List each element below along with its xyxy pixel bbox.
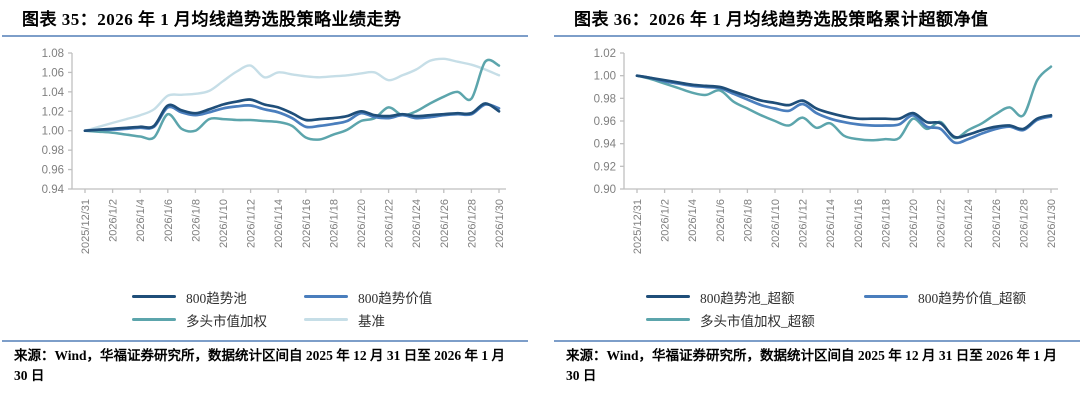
y-axis-tick-label: 1.02 bbox=[594, 48, 616, 60]
y-axis-tick-label: 0.96 bbox=[594, 116, 616, 128]
x-axis-tick-label: 2025/12/31 bbox=[632, 199, 644, 254]
x-axis-tick-label: 2026/1/8 bbox=[190, 199, 202, 242]
source-note: 来源：Wind，华福证券研究所，数据统计区间自 2025 年 12 月 31 日… bbox=[2, 340, 528, 385]
figure-36-chart-box: 0.90 0.92 0.94 0.96 0.98 1.00 1.02 2025/12/31 20… bbox=[554, 43, 1080, 284]
x-axis-tick-label: 2026/1/14 bbox=[273, 199, 285, 248]
x-axis-tick-label: 2026/1/10 bbox=[770, 199, 782, 248]
x-axis-tick-label: 2026/1/18 bbox=[328, 199, 340, 248]
x-axis-tick-label: 2026/1/8 bbox=[742, 199, 754, 242]
x-axis-tick-label: 2025/12/31 bbox=[80, 199, 92, 254]
y-axis-tick-label: 1.04 bbox=[42, 87, 65, 99]
y-axis-tick-label: 1.00 bbox=[42, 126, 64, 138]
report-figures-row: 图表 35：2026 年 1 月均线趋势选股策略业绩走势 0.94 0.96 0.9… bbox=[2, 2, 1080, 385]
x-axis-tick-label: 2026/1/26 bbox=[991, 199, 1003, 248]
x-axis-tick-label: 2026/1/4 bbox=[687, 199, 699, 242]
x-axis-tick-label: 2026/1/6 bbox=[163, 199, 175, 242]
legend-swatch bbox=[646, 295, 690, 298]
chart-legend: 800趋势池_超额 800趋势价值_超额多头市值加权_超额 bbox=[646, 286, 1080, 330]
y-axis-tick-label: 0.92 bbox=[594, 161, 616, 173]
series-line-基准 bbox=[83, 57, 501, 132]
y-axis-tick-label: 0.98 bbox=[42, 145, 64, 157]
x-axis-tick-label: 2026/1/4 bbox=[135, 199, 147, 242]
x-axis-tick-label: 2026/1/2 bbox=[660, 199, 672, 242]
x-axis-tick-label: 2026/1/24 bbox=[963, 199, 975, 248]
figure-35-panel: 图表 35：2026 年 1 月均线趋势选股策略业绩走势 0.94 0.96 0.9… bbox=[2, 2, 528, 385]
title-rule bbox=[2, 35, 528, 37]
x-axis-tick-label: 2026/1/20 bbox=[356, 199, 368, 248]
legend-label: 基准 bbox=[358, 313, 385, 329]
legend-label: 800趋势池 bbox=[186, 290, 247, 306]
x-axis-tick-label: 2026/1/20 bbox=[908, 199, 920, 248]
legend-item: 800趋势池_超额 bbox=[646, 286, 864, 307]
x-axis-tick-label: 2026/1/10 bbox=[218, 199, 230, 248]
legend-item: 基准 bbox=[304, 309, 528, 330]
x-axis-tick-label: 2026/1/30 bbox=[1046, 199, 1058, 248]
line-chart-performance: 0.94 0.96 0.98 1.00 1.02 1.04 1.06 1.08 2025/12/… bbox=[42, 48, 506, 254]
figure-35-chart-box: 0.94 0.96 0.98 1.00 1.02 1.04 1.06 1.08 2025/12/… bbox=[2, 43, 528, 284]
y-axis-tick-label: 1.08 bbox=[42, 48, 64, 60]
series-line-多头市值加权_超额 bbox=[635, 65, 1053, 142]
x-axis-tick-label: 2026/1/6 bbox=[715, 199, 727, 242]
series-line-多头市值加权 bbox=[83, 58, 501, 141]
legend-item: 800趋势价值_超额 bbox=[864, 286, 1080, 307]
x-axis-tick-label: 2026/1/28 bbox=[1018, 199, 1030, 248]
x-axis-tick-label: 2026/1/26 bbox=[439, 199, 451, 248]
legend-swatch bbox=[132, 318, 176, 321]
y-axis-tick-label: 1.06 bbox=[42, 67, 64, 79]
x-axis-tick-label: 2026/1/18 bbox=[880, 199, 892, 248]
y-axis-tick-label: 0.98 bbox=[594, 93, 616, 105]
legend-label: 多头市值加权 bbox=[186, 313, 267, 329]
legend-label: 800趋势价值 bbox=[358, 290, 433, 306]
x-axis-tick-label: 2026/1/12 bbox=[246, 199, 258, 248]
series-line-800趋势池_超额 bbox=[635, 74, 1053, 139]
chart-legend: 800趋势池 800趋势价值多头市值加权 基准 bbox=[132, 286, 528, 330]
series-line-800趋势池 bbox=[83, 98, 501, 133]
x-axis-tick-label: 2026/1/22 bbox=[384, 199, 396, 248]
y-axis-tick-label: 1.00 bbox=[594, 71, 616, 83]
legend-swatch bbox=[304, 295, 348, 298]
y-axis-tick-label: 0.96 bbox=[42, 165, 64, 177]
legend-swatch bbox=[864, 295, 908, 298]
legend-swatch bbox=[304, 318, 348, 321]
legend-label: 800趋势价值_超额 bbox=[918, 290, 1026, 306]
x-axis-tick-label: 2026/1/14 bbox=[825, 199, 837, 248]
y-axis-tick-label: 1.02 bbox=[42, 106, 64, 118]
x-axis-tick-label: 2026/1/28 bbox=[466, 199, 478, 248]
x-axis-tick-label: 2026/1/30 bbox=[494, 199, 506, 248]
legend-swatch bbox=[132, 295, 176, 298]
x-axis-tick-label: 2026/1/16 bbox=[853, 199, 865, 248]
legend-swatch bbox=[646, 318, 690, 321]
title-rule bbox=[554, 35, 1080, 37]
legend-label: 多头市值加权_超额 bbox=[700, 313, 815, 329]
x-axis-tick-label: 2026/1/22 bbox=[936, 199, 948, 248]
source-note: 来源：Wind，华福证券研究所，数据统计区间自 2025 年 12 月 31 日… bbox=[554, 340, 1080, 385]
x-axis-tick-label: 2026/1/16 bbox=[301, 199, 313, 248]
legend-item: 800趋势池 bbox=[132, 286, 304, 307]
x-axis-tick-label: 2026/1/24 bbox=[411, 199, 423, 248]
line-chart-excess-nav: 0.90 0.92 0.94 0.96 0.98 1.00 1.02 2025/12/31 20… bbox=[594, 48, 1058, 254]
legend-item: 多头市值加权 bbox=[132, 309, 304, 330]
legend-item: 多头市值加权_超额 bbox=[646, 309, 864, 330]
legend-label: 800趋势池_超额 bbox=[700, 290, 795, 306]
y-axis-tick-label: 0.94 bbox=[594, 139, 617, 151]
figure-36-title: 图表 36：2026 年 1 月均线趋势选股策略累计超额净值 bbox=[574, 10, 989, 29]
figure-35-title: 图表 35：2026 年 1 月均线趋势选股策略业绩走势 bbox=[22, 10, 402, 29]
legend-item: 800趋势价值 bbox=[304, 286, 528, 307]
y-axis-tick-label: 0.94 bbox=[42, 184, 65, 196]
y-axis-tick-label: 0.90 bbox=[594, 184, 616, 196]
x-axis-tick-label: 2026/1/2 bbox=[108, 199, 120, 242]
x-axis-tick-label: 2026/1/12 bbox=[798, 199, 810, 248]
figure-36-panel: 图表 36：2026 年 1 月均线趋势选股策略累计超额净值 0.90 0.92 0… bbox=[554, 2, 1080, 385]
